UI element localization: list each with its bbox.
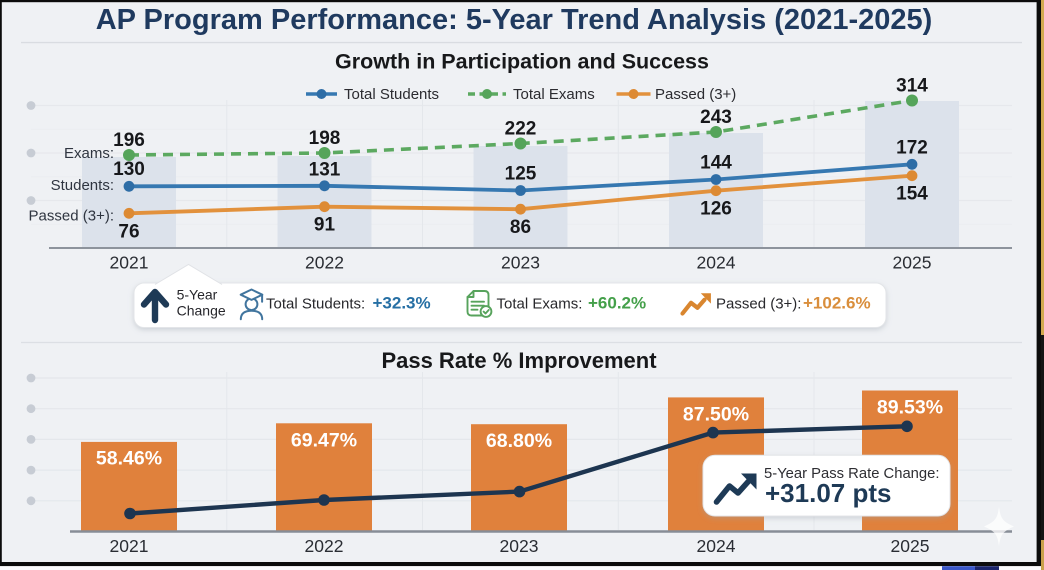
svg-text:131: 131 bbox=[309, 160, 341, 181]
svg-text:2023: 2023 bbox=[501, 253, 540, 273]
svg-text:125: 125 bbox=[505, 164, 537, 185]
svg-text:AP Program Performance: 5-Year: AP Program Performance: 5-Year Trend Ana… bbox=[96, 4, 933, 36]
svg-text:5-Year: 5-Year bbox=[177, 287, 218, 303]
svg-text:222: 222 bbox=[505, 119, 537, 140]
svg-text:126: 126 bbox=[700, 199, 732, 220]
svg-text:89.53%: 89.53% bbox=[877, 397, 943, 419]
svg-text:314: 314 bbox=[896, 76, 928, 97]
svg-text:Growth in Participation and Su: Growth in Participation and Success bbox=[335, 50, 709, 74]
svg-text:Passed (3+):: Passed (3+): bbox=[716, 296, 801, 313]
svg-text:+102.6%: +102.6% bbox=[803, 294, 871, 313]
svg-text:Total Exams:: Total Exams: bbox=[497, 296, 583, 313]
svg-text:86: 86 bbox=[510, 217, 531, 238]
svg-text:Pass Rate % Improvement: Pass Rate % Improvement bbox=[381, 348, 657, 373]
svg-text:2022: 2022 bbox=[305, 253, 344, 273]
svg-text:Exams:: Exams: bbox=[64, 145, 114, 162]
svg-text:172: 172 bbox=[896, 137, 928, 158]
svg-text:Total Students:: Total Students: bbox=[266, 296, 365, 313]
svg-text:58.46%: 58.46% bbox=[96, 448, 162, 470]
svg-text:69.47%: 69.47% bbox=[291, 429, 357, 451]
svg-text:2022: 2022 bbox=[305, 536, 344, 556]
svg-text:Total Exams: Total Exams bbox=[513, 86, 595, 103]
svg-text:144: 144 bbox=[700, 153, 732, 174]
svg-text:87.50%: 87.50% bbox=[683, 403, 749, 425]
svg-text:+32.3%: +32.3% bbox=[373, 294, 431, 313]
svg-text:2023: 2023 bbox=[500, 536, 539, 556]
svg-text:243: 243 bbox=[700, 107, 732, 128]
svg-text:76: 76 bbox=[118, 221, 139, 242]
svg-text:91: 91 bbox=[314, 215, 336, 236]
svg-text:Total Students: Total Students bbox=[344, 86, 439, 103]
svg-text:Change: Change bbox=[177, 303, 226, 319]
svg-text:2024: 2024 bbox=[697, 536, 736, 556]
svg-text:130: 130 bbox=[113, 159, 145, 180]
svg-text:+60.2%: +60.2% bbox=[588, 294, 646, 313]
svg-text:196: 196 bbox=[113, 130, 145, 151]
svg-text:+31.07 pts: +31.07 pts bbox=[765, 478, 891, 508]
svg-text:68.80%: 68.80% bbox=[486, 430, 552, 452]
svg-text:2025: 2025 bbox=[893, 253, 932, 273]
svg-text:154: 154 bbox=[896, 184, 928, 205]
svg-text:2024: 2024 bbox=[697, 253, 736, 273]
svg-text:5-Year Pass Rate Change:: 5-Year Pass Rate Change: bbox=[764, 466, 939, 482]
svg-text:2021: 2021 bbox=[110, 536, 149, 556]
svg-text:2025: 2025 bbox=[891, 536, 930, 556]
svg-text:198: 198 bbox=[309, 128, 341, 149]
svg-text:Students:: Students: bbox=[51, 177, 114, 194]
svg-text:Passed (3+):: Passed (3+): bbox=[29, 208, 114, 225]
svg-text:Passed (3+): Passed (3+) bbox=[655, 86, 736, 103]
svg-text:2021: 2021 bbox=[110, 253, 149, 273]
